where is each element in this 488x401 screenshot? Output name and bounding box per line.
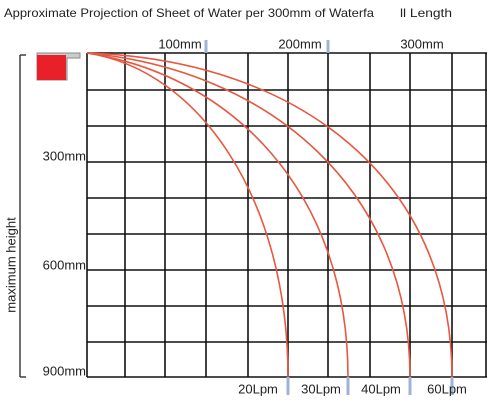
axis-label: maximum height bbox=[3, 217, 18, 313]
grid bbox=[86, 52, 487, 378]
top-label: 300mm bbox=[400, 36, 443, 51]
bottom-label: 60Lpm bbox=[427, 381, 467, 396]
bottom-label: 40Lpm bbox=[361, 381, 401, 396]
title: Approximate Projection of Sheet of Water… bbox=[4, 6, 374, 20]
left-label: 900mm bbox=[43, 363, 86, 378]
bottom-label: 30Lpm bbox=[301, 381, 341, 396]
bottom-label: 20Lpm bbox=[238, 381, 278, 396]
blue-markers bbox=[204, 40, 454, 395]
height-bracket bbox=[19, 54, 26, 378]
top-label: 100mm bbox=[158, 36, 201, 51]
left-label: 600mm bbox=[43, 257, 86, 272]
top-label: 200mm bbox=[278, 36, 321, 51]
weir-icon bbox=[36, 52, 81, 81]
title-tail: ll Length bbox=[400, 6, 452, 20]
left-label: 300mm bbox=[43, 148, 86, 163]
flow-curves bbox=[86, 52, 453, 378]
